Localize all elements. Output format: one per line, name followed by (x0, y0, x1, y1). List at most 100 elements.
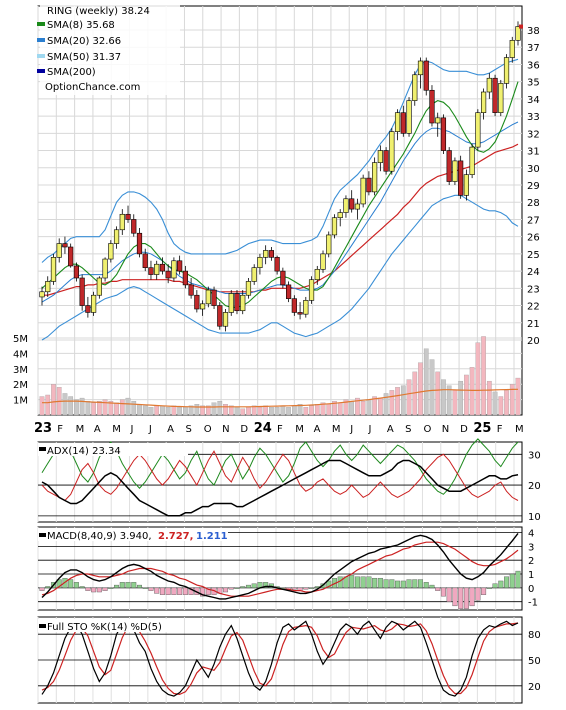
volume-bar (246, 407, 251, 416)
macd-histogram-bar (377, 577, 383, 589)
volume-bar (62, 393, 68, 416)
candle-body (131, 219, 137, 234)
volume-bar (332, 400, 337, 416)
candle-body (389, 131, 395, 172)
candle-body (274, 257, 280, 272)
price-tick-label: 31 (527, 147, 540, 158)
macd-histogram-bar (268, 583, 274, 589)
price-tick-label: 25 (527, 250, 540, 261)
volume-bar (475, 342, 481, 416)
volume-bar (389, 390, 395, 416)
candle-body (56, 243, 62, 258)
macd-signal-label: 2.727, (158, 531, 193, 542)
macd-tick-label: 2 (528, 556, 534, 567)
volume-bar (148, 407, 154, 416)
volume-tick-label: 3M (13, 365, 28, 376)
candle-body (148, 267, 154, 275)
legend-background (40, 3, 180, 95)
macd-histogram-bar (372, 577, 378, 589)
volume-bar (360, 400, 366, 416)
candle-body (314, 269, 320, 281)
macd-histogram-bar (418, 579, 424, 589)
volume-bar (108, 400, 114, 416)
adx-label-bg (38, 443, 188, 456)
price-tick-label: 38 (527, 26, 540, 37)
macd-tick-label: -1 (528, 598, 538, 609)
macd-histogram-bar (125, 582, 131, 589)
month-label: F (57, 424, 63, 435)
stochastic-d-line (41, 622, 519, 696)
candle-body (423, 60, 429, 91)
sma20-line (41, 121, 519, 303)
candle-body (360, 177, 366, 205)
month-label: O (204, 424, 212, 435)
price-tick-label: 27 (527, 215, 540, 226)
volume-bar (441, 379, 446, 416)
macd-histogram-bar (205, 587, 211, 595)
price-tick-label: 36 (527, 60, 540, 71)
volume-bar (492, 391, 498, 416)
macd-histogram-bar (234, 587, 240, 589)
last-price-marker (519, 24, 523, 29)
candle-body (182, 270, 188, 286)
month-label: S (405, 424, 411, 435)
volume-bar (223, 404, 228, 416)
volume-bar (343, 399, 349, 416)
volume-bar (45, 394, 51, 416)
sto-tick-label: 80 (528, 630, 541, 641)
volume-bar (160, 405, 165, 416)
volume-bar (378, 397, 383, 416)
month-label: M (76, 424, 85, 435)
candle-body (91, 294, 97, 313)
legend-swatch-sma50 (37, 54, 45, 58)
month-label: O (423, 424, 431, 435)
macd-histogram-bar (148, 587, 154, 591)
macd-label-swatch (39, 533, 46, 537)
volume-bar (137, 404, 142, 416)
volume-bar (74, 399, 79, 416)
macd-tick-label: 0 (528, 584, 534, 595)
month-label: A (94, 424, 101, 435)
volume-bar (114, 402, 119, 416)
macd-histogram-bar (131, 582, 137, 589)
candle-body (119, 213, 125, 231)
month-label: J (368, 424, 372, 435)
candle-body (125, 213, 131, 220)
candle-body (377, 150, 383, 163)
volume-bar (165, 407, 171, 416)
macd-histogram-bar (245, 584, 251, 589)
macd-histogram-bar (114, 584, 120, 589)
macd-histogram-bar (119, 582, 125, 589)
candle-body (62, 243, 68, 248)
volume-bar (183, 407, 188, 416)
macd-histogram-bar (360, 576, 366, 589)
year-label: 25 (473, 421, 491, 436)
candle-body (337, 212, 343, 219)
candle-body (73, 265, 80, 279)
macd-histogram-bar (463, 587, 469, 609)
month-label: M (112, 424, 121, 435)
volume-bar (446, 385, 452, 416)
candle-body (245, 281, 252, 296)
volume-bar (171, 405, 177, 416)
candle-body (211, 289, 217, 306)
candle-body (291, 298, 297, 313)
adx-tick-label: 30 (528, 450, 541, 461)
sto-label: Full STO %K(14) %D(5) (47, 622, 162, 633)
candle-body (475, 112, 481, 148)
volume-bar (314, 404, 320, 416)
price-tick-label: 30 (527, 164, 540, 175)
volume-bar (280, 405, 286, 416)
sto-label-bg (38, 619, 168, 632)
bollinger-lower-line (41, 194, 519, 341)
candle-body (45, 281, 51, 293)
month-label: F (497, 424, 503, 435)
candle-body (222, 312, 229, 327)
candle-body (39, 291, 45, 298)
macd-histogram-bar (136, 584, 142, 589)
macd-histogram-bar (182, 587, 188, 595)
macd-histogram-bar (354, 576, 360, 589)
month-label: S (185, 424, 191, 435)
volume-bar (286, 407, 291, 416)
